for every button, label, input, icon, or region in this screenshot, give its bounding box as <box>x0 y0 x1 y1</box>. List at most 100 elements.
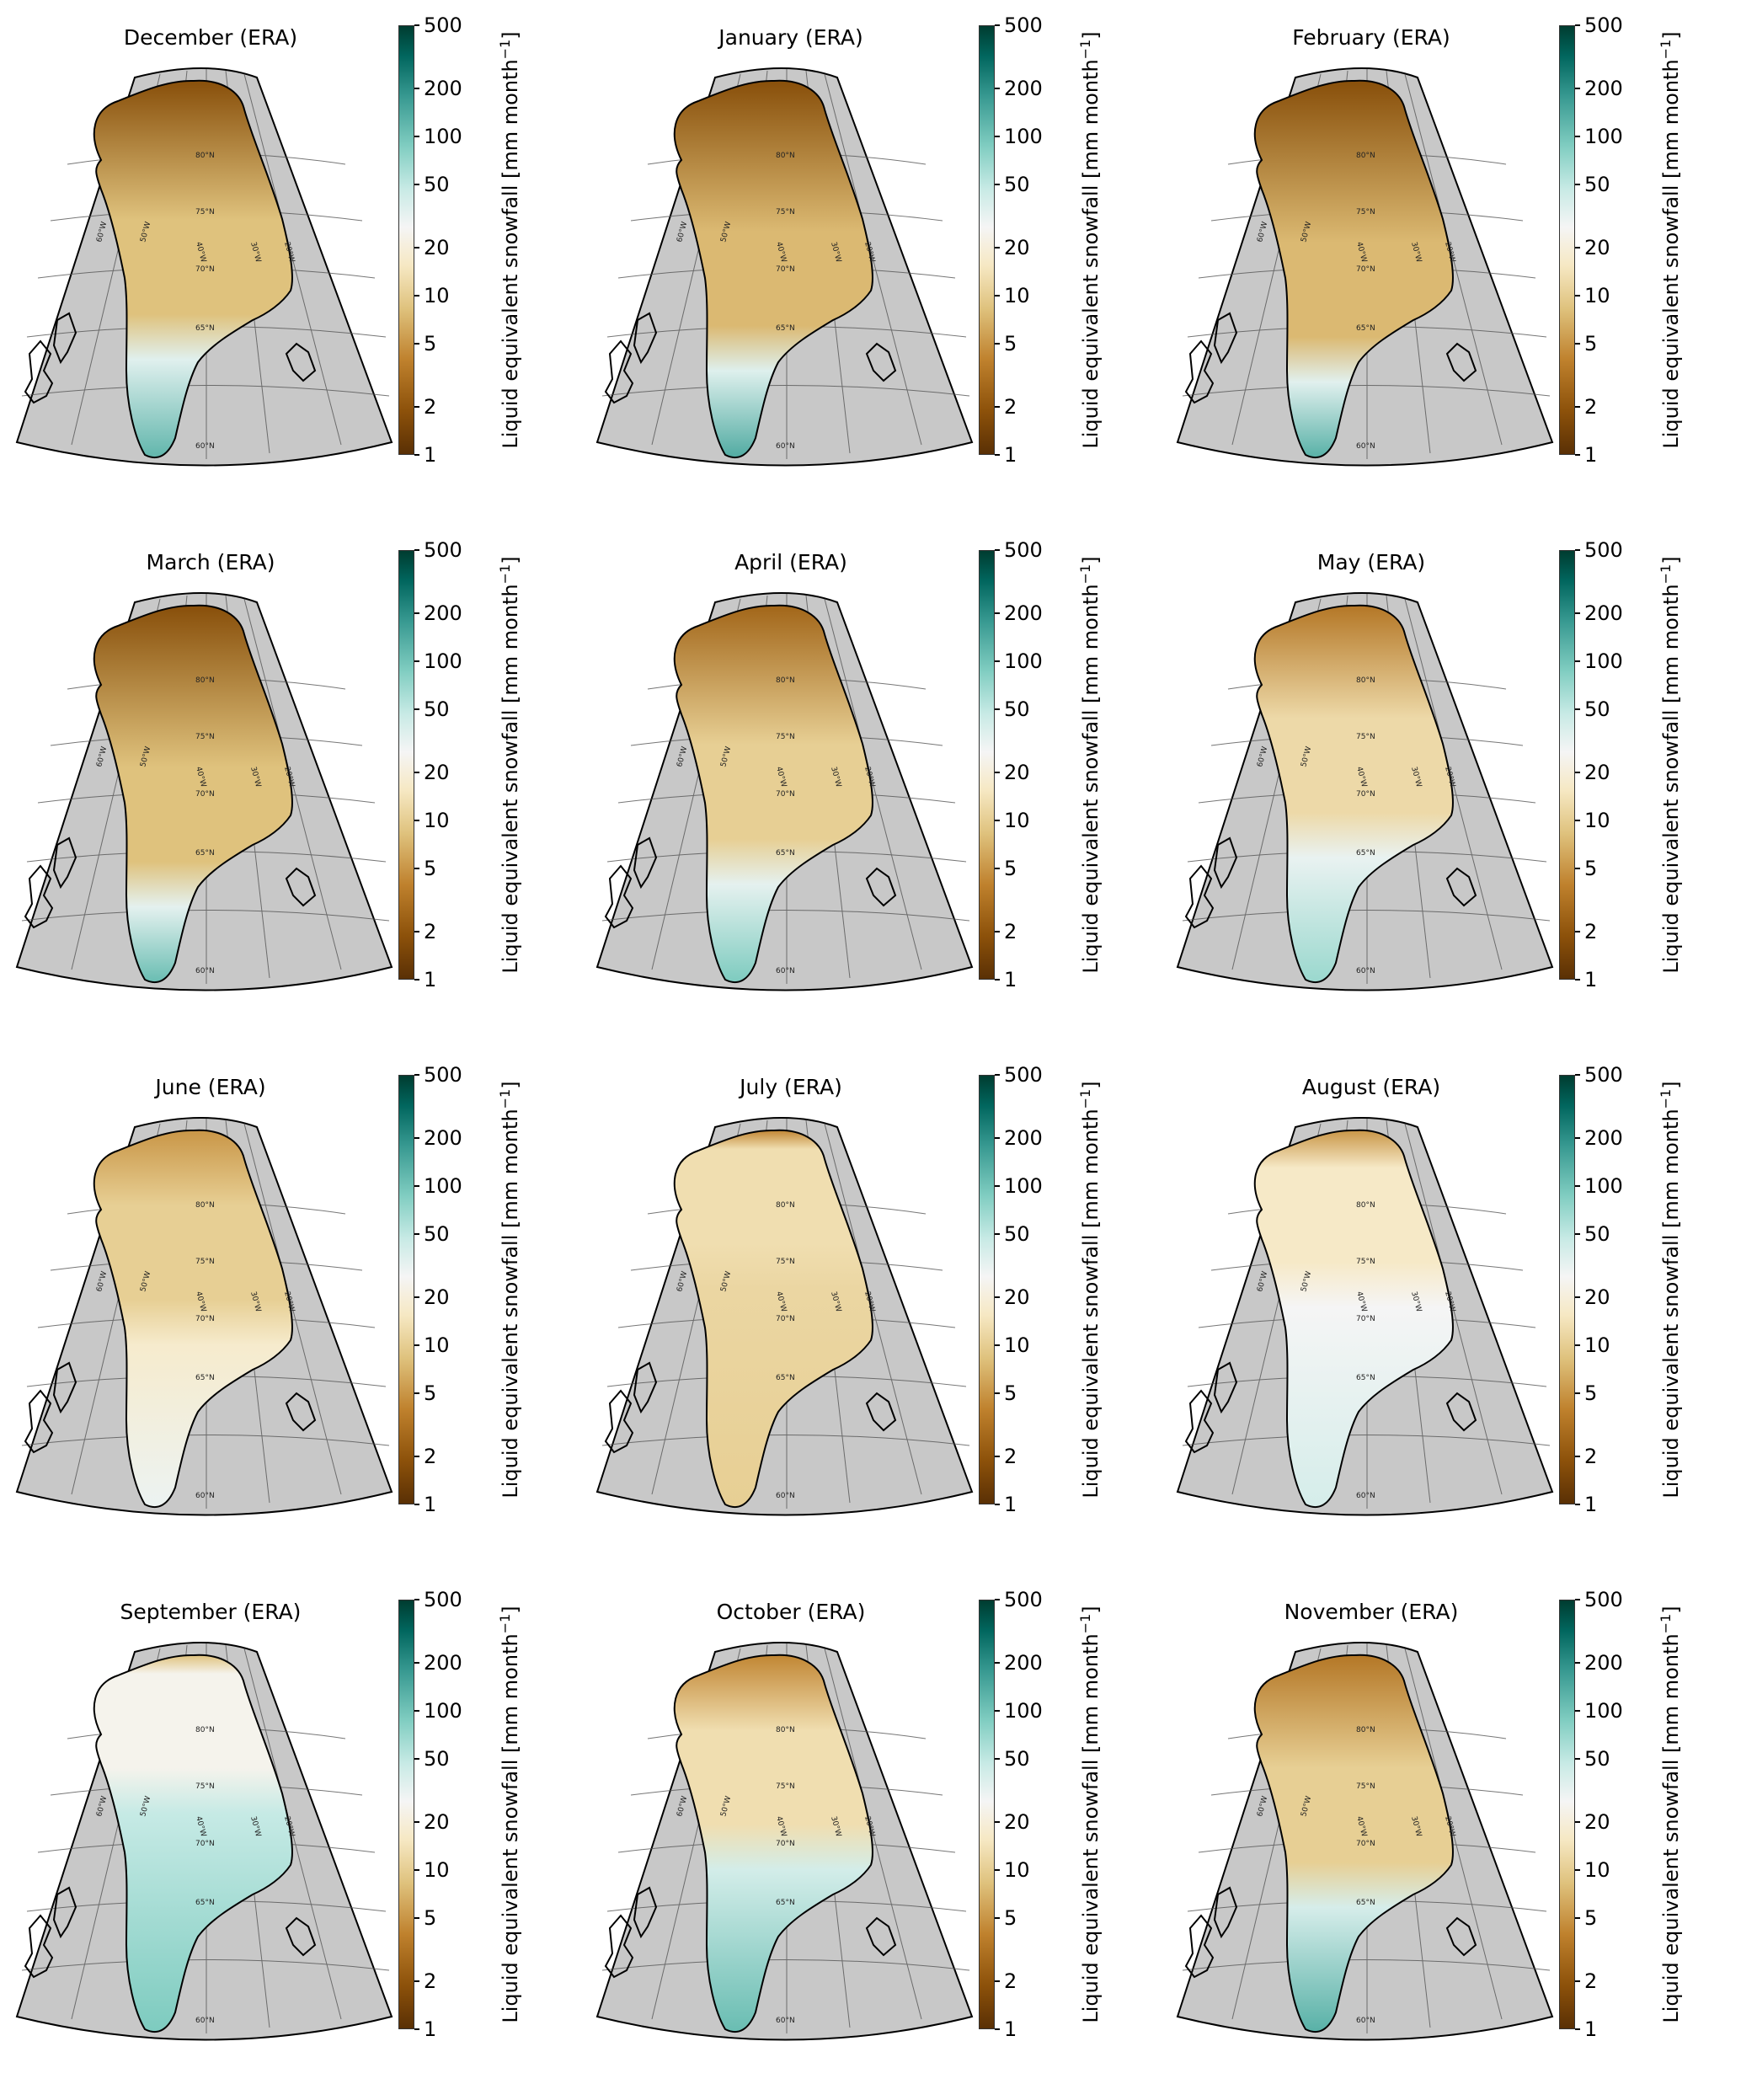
colorbar-tick <box>414 820 419 822</box>
svg-text:70°N: 70°N <box>1356 1840 1375 1848</box>
svg-text:80°N: 80°N <box>776 1726 795 1734</box>
greenland-map: 80°N75°N70°N65°N60°N60°W 50°W40°W 30°W 20°W <box>1176 592 1554 991</box>
colorbar-tick <box>1575 549 1580 551</box>
colorbar-tick-label: 500 <box>424 1063 462 1087</box>
colorbar-tick <box>1575 2028 1580 2030</box>
colorbar-tick-label: 200 <box>1584 77 1623 101</box>
svg-text:70°N: 70°N <box>1356 1315 1375 1323</box>
colorbar-tick-label: 5 <box>1004 1381 1017 1405</box>
colorbar-tick <box>995 1344 1000 1347</box>
snowfall-field <box>1254 1130 1453 1508</box>
map-panel: October (ERA) 80°N 75°N 70°N 65°N 60°N 60°W 50°… <box>580 1574 1161 2099</box>
colorbar-tick-label: 5 <box>1004 331 1017 355</box>
svg-text:70°N: 70°N <box>195 1840 215 1848</box>
colorbar-tick-label: 10 <box>1004 809 1030 833</box>
colorbar-tick-label: 2 <box>424 1969 437 1994</box>
colorbar-tick-label: 5 <box>424 1905 437 1930</box>
greenland-map: 80°N75°N70°N65°N60°N60°W 50°W40°W 30°W 20°W <box>15 1642 393 2041</box>
colorbar-tick <box>414 1821 419 1824</box>
colorbar-tick <box>995 1185 1000 1188</box>
colorbar-tick-label: 10 <box>1584 1333 1610 1358</box>
colorbar-tick <box>995 1757 1000 1760</box>
svg-text:60°N: 60°N <box>1356 1492 1375 1500</box>
colorbar-tick <box>995 1137 1000 1140</box>
colorbar-tick <box>995 708 1000 710</box>
colorbar-tick <box>414 979 419 981</box>
svg-text:70°N: 70°N <box>776 1840 795 1848</box>
map-panel: September (ERA) 80°N 75°N 70°N 65°N 60°N 60°W 5… <box>0 1574 580 2099</box>
colorbar-tick-label: 500 <box>1004 538 1043 562</box>
colorbar-tick-label: 100 <box>424 649 462 674</box>
colorbar-tick-label: 100 <box>1004 125 1043 149</box>
colorbar-tick <box>414 454 419 456</box>
colorbar-tick-label: 10 <box>424 809 450 833</box>
colorbar-tick <box>995 1232 1000 1235</box>
colorbar-tick <box>1575 979 1580 981</box>
colorbar-tick <box>414 612 419 615</box>
colorbar-tick-label: 500 <box>1004 13 1043 37</box>
panel-title: July (ERA) <box>740 1075 842 1099</box>
colorbar-tick <box>414 549 419 551</box>
snowfall-field <box>93 605 292 983</box>
colorbar-tick-label: 200 <box>424 77 462 101</box>
colorbar <box>398 25 414 455</box>
greenland-map: 80°N75°N70°N65°N60°N60°W 50°W40°W 30°W 20°W <box>595 1117 974 1516</box>
colorbar-tick <box>995 772 1000 774</box>
panel-title: February (ERA) <box>1292 25 1450 50</box>
svg-text:70°N: 70°N <box>776 790 795 799</box>
panel-title: April (ERA) <box>734 550 847 574</box>
svg-text:65°N: 65°N <box>1356 1374 1375 1382</box>
colorbar-tick <box>1575 247 1580 249</box>
colorbar-tick-label: 20 <box>1584 761 1610 785</box>
colorbar-tick-label: 50 <box>1584 697 1610 721</box>
svg-text:75°N: 75°N <box>195 1258 215 1266</box>
colorbar-tick-label: 10 <box>1004 1333 1030 1358</box>
colorbar-tick <box>995 612 1000 615</box>
snowfall-field <box>674 1654 873 2033</box>
panel-title: September (ERA) <box>120 1600 302 1624</box>
colorbar-tick <box>1575 1074 1580 1076</box>
svg-text:65°N: 65°N <box>1356 849 1375 858</box>
colorbar-tick-label: 5 <box>1004 856 1017 880</box>
colorbar-tick <box>1575 454 1580 456</box>
colorbar-tick <box>995 1392 1000 1394</box>
colorbar-label: Liquid equivalent snowfall [mm month−1] <box>497 556 522 974</box>
colorbar-tick <box>995 1599 1000 1600</box>
colorbar-tick-label: 5 <box>424 856 437 880</box>
svg-text:60°N: 60°N <box>1356 967 1375 975</box>
colorbar-tick-label: 200 <box>1004 601 1043 626</box>
colorbar-tick <box>414 88 419 90</box>
svg-text:60°N: 60°N <box>1356 2017 1375 2025</box>
svg-text:80°N: 80°N <box>776 1201 795 1210</box>
colorbar-tick <box>1575 1980 1580 1983</box>
map-panel: January (ERA) 80°N 75°N 70°N 65°N 60°N 60°W 50°… <box>580 0 1161 525</box>
greenland-map: 80°N75°N70°N65°N60°N60°W 50°W40°W 30°W 20°W <box>15 592 393 991</box>
colorbar-tick <box>995 136 1000 138</box>
colorbar-tick <box>995 88 1000 90</box>
colorbar-tick <box>995 1980 1000 1983</box>
colorbar-tick-label: 2 <box>1004 1445 1017 1469</box>
colorbar-tick-label: 10 <box>1584 284 1610 308</box>
colorbar-tick <box>1575 342 1580 345</box>
svg-text:60°N: 60°N <box>195 2017 215 2025</box>
colorbar-tick <box>414 183 419 185</box>
colorbar-tick <box>414 342 419 345</box>
svg-text:80°N: 80°N <box>195 676 215 685</box>
colorbar-tick-label: 500 <box>1004 1588 1043 1611</box>
panel-title: May (ERA) <box>1316 550 1426 574</box>
svg-text:60°N: 60°N <box>195 442 215 451</box>
panel-title: January (ERA) <box>718 25 863 50</box>
colorbar-tick-label: 500 <box>424 13 462 37</box>
colorbar-tick-label: 5 <box>424 331 437 355</box>
greenland-map: 80°N75°N70°N65°N60°N60°W 50°W40°W 30°W 20°W <box>1176 1117 1554 1516</box>
colorbar-tick <box>414 931 419 933</box>
colorbar-tick <box>414 136 419 138</box>
svg-text:65°N: 65°N <box>1356 1899 1375 1907</box>
colorbar-tick <box>1575 295 1580 297</box>
colorbar-tick-label: 100 <box>1584 125 1623 149</box>
colorbar-tick-label: 200 <box>424 601 462 626</box>
colorbar-tick-label: 5 <box>1584 1381 1598 1405</box>
snowfall-field <box>674 80 873 458</box>
svg-text:75°N: 75°N <box>195 733 215 741</box>
colorbar-tick-label: 100 <box>424 125 462 149</box>
